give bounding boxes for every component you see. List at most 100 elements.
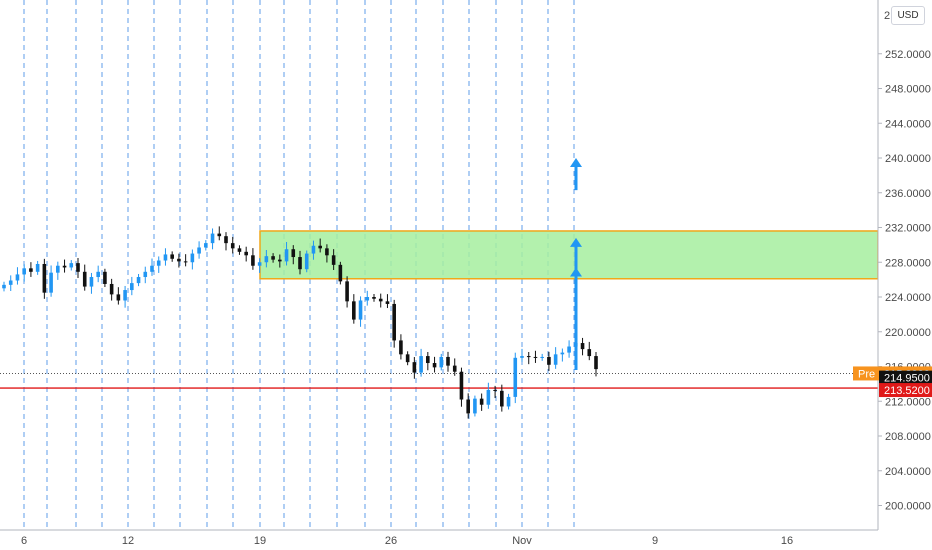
y-tick-label: 228.0000 [885, 257, 931, 269]
candle-body [130, 283, 134, 291]
x-tick-label: 12 [122, 535, 134, 547]
candle-body [392, 303, 396, 341]
candle-body [217, 233, 222, 237]
candle-body [156, 260, 161, 266]
candle-body [506, 396, 511, 407]
candle-body [170, 254, 174, 259]
candle-body [331, 255, 336, 265]
candle-body [22, 268, 26, 275]
candle-body [513, 357, 518, 397]
candle-body [365, 297, 370, 301]
x-tick-label: 9 [652, 535, 658, 547]
candle-body [358, 300, 363, 320]
candle-body [62, 265, 67, 268]
candle-body [547, 356, 551, 365]
candle-body [15, 274, 20, 281]
target-arrows [570, 158, 582, 370]
candle-body [116, 294, 121, 301]
candle-body [412, 362, 417, 373]
candle-body [594, 356, 598, 370]
candle-body [35, 263, 40, 272]
candle-body [76, 263, 80, 272]
candle-body [123, 290, 127, 301]
candle-body [82, 271, 87, 287]
candle-body [553, 354, 558, 365]
candle-body [89, 277, 94, 287]
candle-body [567, 346, 571, 353]
candle-body [432, 363, 437, 368]
candle-body [405, 354, 410, 363]
svg-text:Pre: Pre [858, 368, 875, 380]
currency-button[interactable]: USD [891, 6, 925, 25]
candle-body [419, 356, 423, 373]
y-tick-label: 2 [884, 10, 890, 22]
candle-body [177, 258, 181, 262]
y-tick-label: 236.0000 [885, 188, 931, 200]
candle-body [69, 263, 74, 268]
candle-body [136, 277, 141, 284]
candle-body [96, 271, 100, 278]
candle-body [385, 301, 390, 304]
candle-body [42, 263, 47, 293]
x-tick-label: 26 [385, 535, 397, 547]
x-tick-label: Nov [512, 535, 532, 547]
candle-body [325, 248, 329, 256]
candle-body [237, 248, 242, 252]
candle-body [2, 284, 6, 289]
candle-body [540, 356, 544, 358]
candle-body [284, 249, 289, 262]
candle-body [291, 249, 296, 258]
y-tick-label: 224.0000 [885, 292, 931, 304]
candle-body [439, 356, 444, 368]
candle-body [338, 264, 343, 282]
y-tick-label: 252.0000 [885, 49, 931, 61]
candle-body [143, 271, 148, 278]
candle-body [533, 356, 538, 358]
candle-body [257, 262, 262, 266]
y-tick-label: 232.0000 [885, 223, 931, 235]
x-tick-label: 19 [254, 535, 266, 547]
candle-body [190, 253, 195, 263]
candle-body [298, 257, 302, 270]
candle-body [426, 356, 430, 364]
candle-body [150, 265, 154, 272]
last-price-tag: 214.9500 [879, 370, 932, 385]
candle-body [479, 398, 484, 405]
candle-body [49, 272, 53, 293]
candle-body [526, 356, 531, 358]
candle-body [278, 259, 282, 262]
up-arrow-icon [570, 237, 582, 271]
candle-body [29, 268, 33, 272]
candle-body [183, 261, 188, 263]
candle-body [204, 243, 208, 248]
price-axis[interactable]: 200.0000204.0000208.0000212.0000216.0000… [853, 0, 932, 530]
support-price-tag: 213.5200 [879, 383, 932, 398]
y-tick-label: 248.0000 [885, 84, 931, 96]
svg-text:213.5200: 213.5200 [884, 385, 930, 397]
candle-body [311, 245, 316, 254]
y-tick-label: 208.0000 [885, 431, 931, 443]
candle-body [587, 349, 592, 357]
candle-body [560, 352, 565, 355]
candle-body [486, 389, 491, 405]
candle-body [520, 356, 524, 358]
candle-body [352, 301, 356, 320]
candle-body [244, 251, 248, 256]
candle-body [109, 283, 114, 295]
candle-body [399, 340, 403, 355]
candle-body [493, 389, 497, 391]
candle-body [56, 265, 60, 273]
candle-body [345, 281, 349, 302]
candle-body [8, 280, 13, 285]
y-tick-label: 244.0000 [885, 118, 931, 130]
candle-body [372, 297, 376, 299]
up-arrow-icon [570, 158, 582, 191]
candle-body [318, 245, 322, 249]
candles [2, 226, 598, 419]
time-axis[interactable]: 6 12 19 26 Nov 9 16 [0, 529, 932, 550]
y-tick-label: 204.0000 [885, 466, 931, 478]
candle-body [304, 253, 309, 270]
candle-body [103, 271, 107, 284]
x-tick-label: 16 [781, 535, 793, 547]
